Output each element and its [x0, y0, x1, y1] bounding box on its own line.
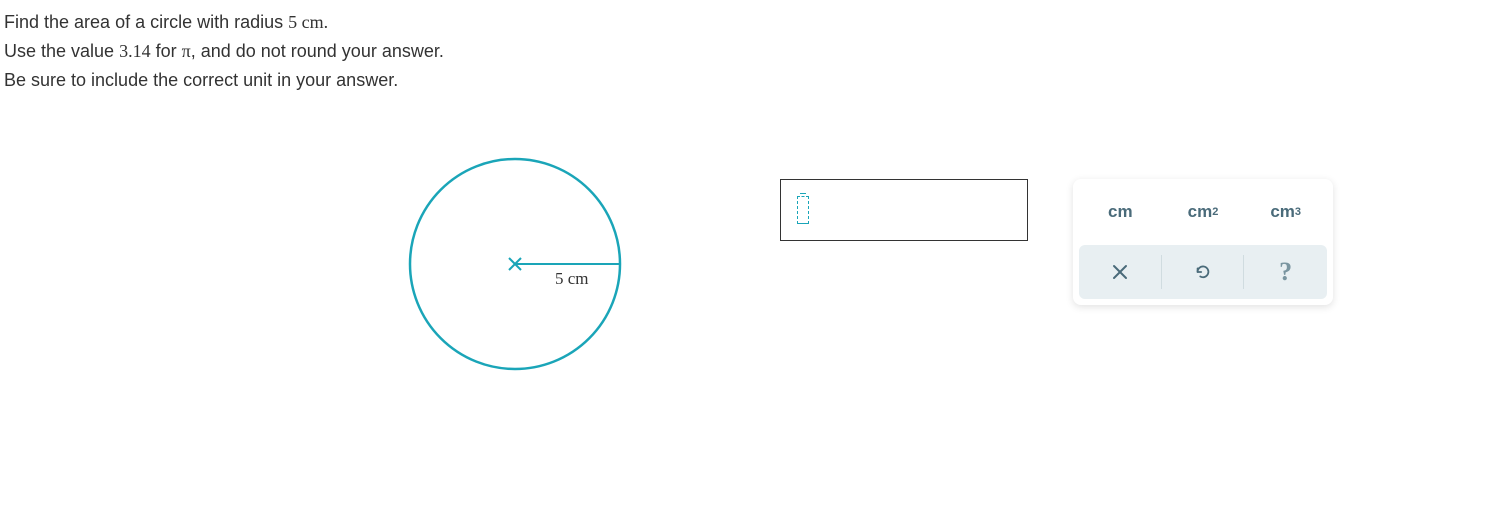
unit-cm2-button[interactable]: cm2: [1162, 185, 1245, 239]
question-text: Find the area of a circle with radius 5 …: [4, 8, 1497, 94]
q2-prefix: Use the value: [4, 41, 119, 61]
q2-var: π: [182, 41, 191, 61]
units-row: cm cm2 cm3: [1079, 185, 1327, 239]
q2-value: 3.14: [119, 41, 151, 61]
q1-prefix: Find the area of a circle with radius: [4, 12, 288, 32]
unit-sup: 3: [1295, 206, 1301, 218]
circle-svg: 5 cm: [390, 144, 650, 384]
question-line-3: Be sure to include the correct unit in y…: [4, 66, 1497, 95]
unit-cm-button[interactable]: cm: [1079, 185, 1162, 239]
unit-cm3-button[interactable]: cm3: [1244, 185, 1327, 239]
unit-sup: 2: [1212, 206, 1218, 218]
unit-label: cm: [1108, 202, 1133, 222]
question-line-1: Find the area of a circle with radius 5 …: [4, 8, 1497, 37]
q1-value: 5: [288, 12, 297, 32]
undo-button[interactable]: [1162, 245, 1245, 299]
actions-row: ?: [1079, 245, 1327, 299]
unit-label: cm: [1270, 202, 1295, 222]
help-icon: ?: [1279, 257, 1292, 287]
tool-panel: cm cm2 cm3: [1073, 179, 1333, 305]
radius-label: 5 cm: [555, 269, 589, 288]
q2-mid: for: [151, 41, 182, 61]
question-line-2: Use the value 3.14 for π, and do not rou…: [4, 37, 1497, 66]
clear-button[interactable]: [1079, 245, 1162, 299]
answer-area: cm cm2 cm3: [780, 179, 1333, 305]
undo-icon: [1194, 263, 1212, 281]
unit-label: cm: [1188, 202, 1213, 222]
content-row: 5 cm cm cm2 cm3: [0, 144, 1497, 389]
input-cursor: [797, 196, 809, 224]
answer-input[interactable]: [780, 179, 1028, 241]
q2-suffix: , and do not round your answer.: [191, 41, 444, 61]
x-icon: [1112, 264, 1128, 280]
q1-unit: cm.: [297, 12, 328, 32]
circle-diagram: 5 cm: [390, 144, 650, 389]
help-button[interactable]: ?: [1244, 245, 1327, 299]
